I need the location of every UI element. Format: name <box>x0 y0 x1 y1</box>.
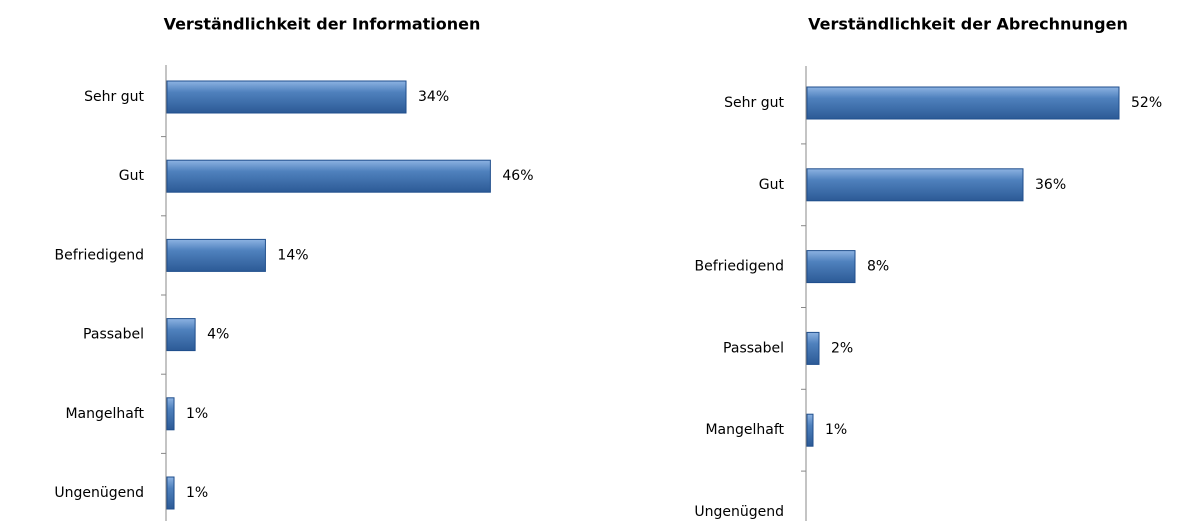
data-label: 1% <box>825 422 847 438</box>
category-label: Sehr gut <box>84 89 144 105</box>
category-label: Gut <box>119 168 145 184</box>
data-label: 1% <box>186 485 208 501</box>
category-label: Ungenügend <box>694 504 784 520</box>
data-label: 46% <box>502 168 533 184</box>
category-label: Passabel <box>723 340 784 356</box>
bar <box>806 413 814 447</box>
bar <box>166 238 266 272</box>
category-label: Sehr gut <box>724 95 784 111</box>
data-label: 2% <box>831 340 853 356</box>
data-label: 34% <box>418 89 449 105</box>
bar <box>166 397 175 431</box>
bar <box>806 331 820 365</box>
category-label: Gut <box>759 177 785 193</box>
category-label: Befriedigend <box>695 259 784 275</box>
data-label: 1% <box>186 406 208 422</box>
category-label: Mangelhaft <box>65 406 144 422</box>
data-label: 4% <box>207 327 229 343</box>
bar <box>166 159 491 193</box>
bar <box>166 476 175 510</box>
category-label: Ungenügend <box>54 485 144 501</box>
data-label: 52% <box>1131 95 1162 111</box>
data-label: 14% <box>277 247 308 263</box>
bar <box>166 318 196 352</box>
chart-title: Verständlichkeit der Abrechnungen <box>808 15 1128 34</box>
data-label: 8% <box>867 259 889 275</box>
category-label: Befriedigend <box>55 247 144 263</box>
bar <box>806 86 1120 120</box>
bar <box>806 168 1024 202</box>
category-label: Passabel <box>83 327 144 343</box>
category-label: Mangelhaft <box>705 422 784 438</box>
bar <box>806 250 856 284</box>
data-label: 36% <box>1035 177 1066 193</box>
bar <box>166 80 407 114</box>
chart-title: Verständlichkeit der Informationen <box>164 15 481 34</box>
